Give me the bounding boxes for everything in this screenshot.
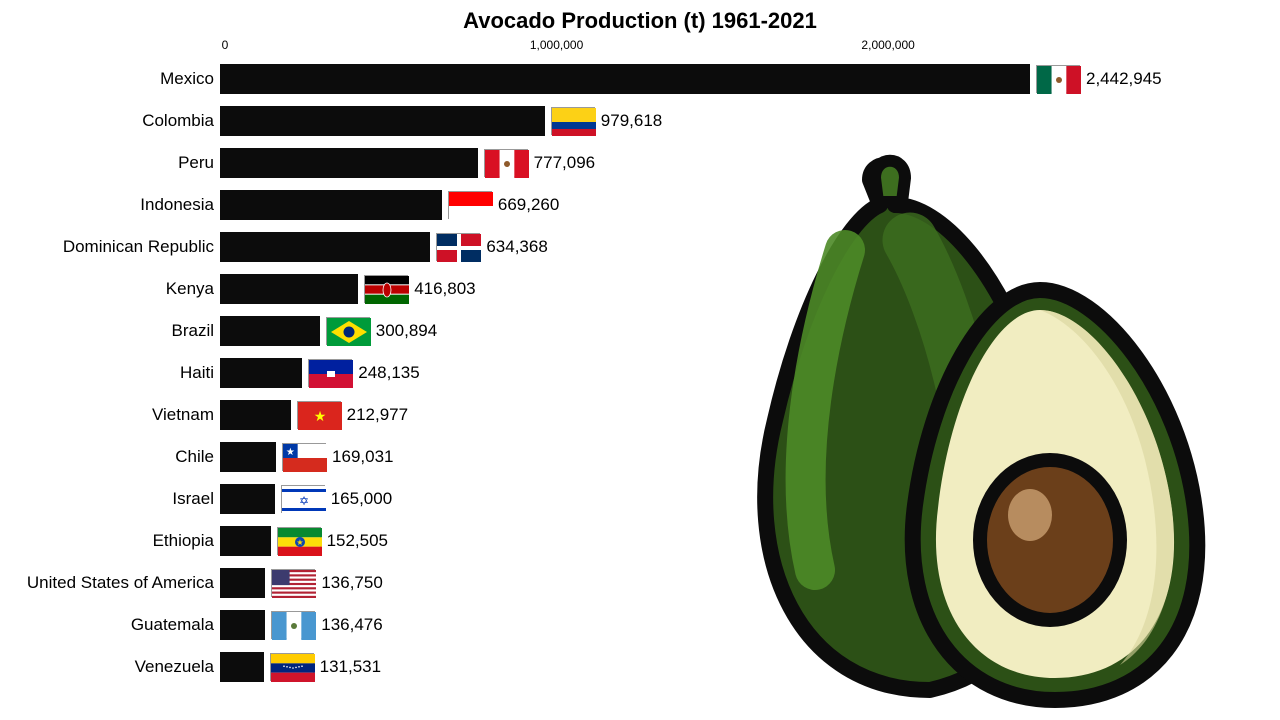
svg-text:★: ★ [286, 447, 295, 458]
bar [220, 526, 271, 556]
bar-value: 669,260 [498, 195, 559, 215]
flag-icon: ✡ [281, 485, 325, 513]
country-label: United States of America [0, 573, 220, 593]
bar-value: 136,750 [321, 573, 382, 593]
bar-value: 300,894 [376, 321, 437, 341]
axis-tick-label: 2,000,000 [861, 38, 914, 52]
country-label: Chile [0, 447, 220, 467]
bar [220, 64, 1030, 94]
bar-value: 416,803 [414, 279, 475, 299]
bar-row: Mexico 2,442,945 [0, 60, 1280, 98]
country-label: Kenya [0, 279, 220, 299]
flag-icon [326, 317, 370, 345]
flag-icon: ★ [282, 443, 326, 471]
bar-value: 634,368 [486, 237, 547, 257]
bar [220, 358, 302, 388]
flag-icon [551, 107, 595, 135]
svg-text:✡: ✡ [299, 494, 309, 508]
flag-icon [484, 149, 528, 177]
chart-container: Avocado Production (t) 1961-2021 0 1,000,… [0, 0, 1280, 720]
country-label: Dominican Republic [0, 237, 220, 257]
chart-title: Avocado Production (t) 1961-2021 [0, 8, 1280, 34]
bar [220, 484, 275, 514]
axis-tick-label: 0 [222, 38, 229, 52]
bar [220, 316, 320, 346]
bar [220, 652, 264, 682]
country-label: Indonesia [0, 195, 220, 215]
bar [220, 610, 265, 640]
country-label: Haiti [0, 363, 220, 383]
country-label: Peru [0, 153, 220, 173]
country-label: Guatemala [0, 615, 220, 635]
svg-text:★: ★ [313, 408, 326, 424]
bar-wrap: 2,442,945 [220, 60, 1280, 98]
bar [220, 106, 545, 136]
avocado-icon [680, 130, 1220, 710]
flag-icon: ★ [297, 401, 341, 429]
bar-value: 152,505 [327, 531, 388, 551]
bar-value: 169,031 [332, 447, 393, 467]
flag-icon [271, 611, 315, 639]
flag-icon [270, 653, 314, 681]
bar-value: 136,476 [321, 615, 382, 635]
country-label: Ethiopia [0, 531, 220, 551]
flag-icon [448, 191, 492, 219]
country-label: Colombia [0, 111, 220, 131]
bar [220, 148, 478, 178]
bar-value: 131,531 [320, 657, 381, 677]
country-label: Mexico [0, 69, 220, 89]
country-label: Israel [0, 489, 220, 509]
bar-value: 212,977 [347, 405, 408, 425]
bar [220, 190, 442, 220]
svg-text:★: ★ [296, 538, 303, 547]
bar [220, 568, 265, 598]
flag-icon [1036, 65, 1080, 93]
bar-value: 165,000 [331, 489, 392, 509]
bar-value: 248,135 [358, 363, 419, 383]
country-label: Brazil [0, 321, 220, 341]
x-axis: 0 1,000,000 2,000,000 [225, 38, 1035, 56]
axis-tick-label: 1,000,000 [530, 38, 583, 52]
flag-icon: ★ [277, 527, 321, 555]
bar [220, 232, 430, 262]
bar-value: 777,096 [534, 153, 595, 173]
bar-value: 2,442,945 [1086, 69, 1162, 89]
flag-icon [364, 275, 408, 303]
flag-icon [436, 233, 480, 261]
flag-icon [271, 569, 315, 597]
country-label: Venezuela [0, 657, 220, 677]
bar [220, 274, 358, 304]
bar [220, 442, 276, 472]
bar [220, 400, 291, 430]
bar-value: 979,618 [601, 111, 662, 131]
country-label: Vietnam [0, 405, 220, 425]
flag-icon [308, 359, 352, 387]
